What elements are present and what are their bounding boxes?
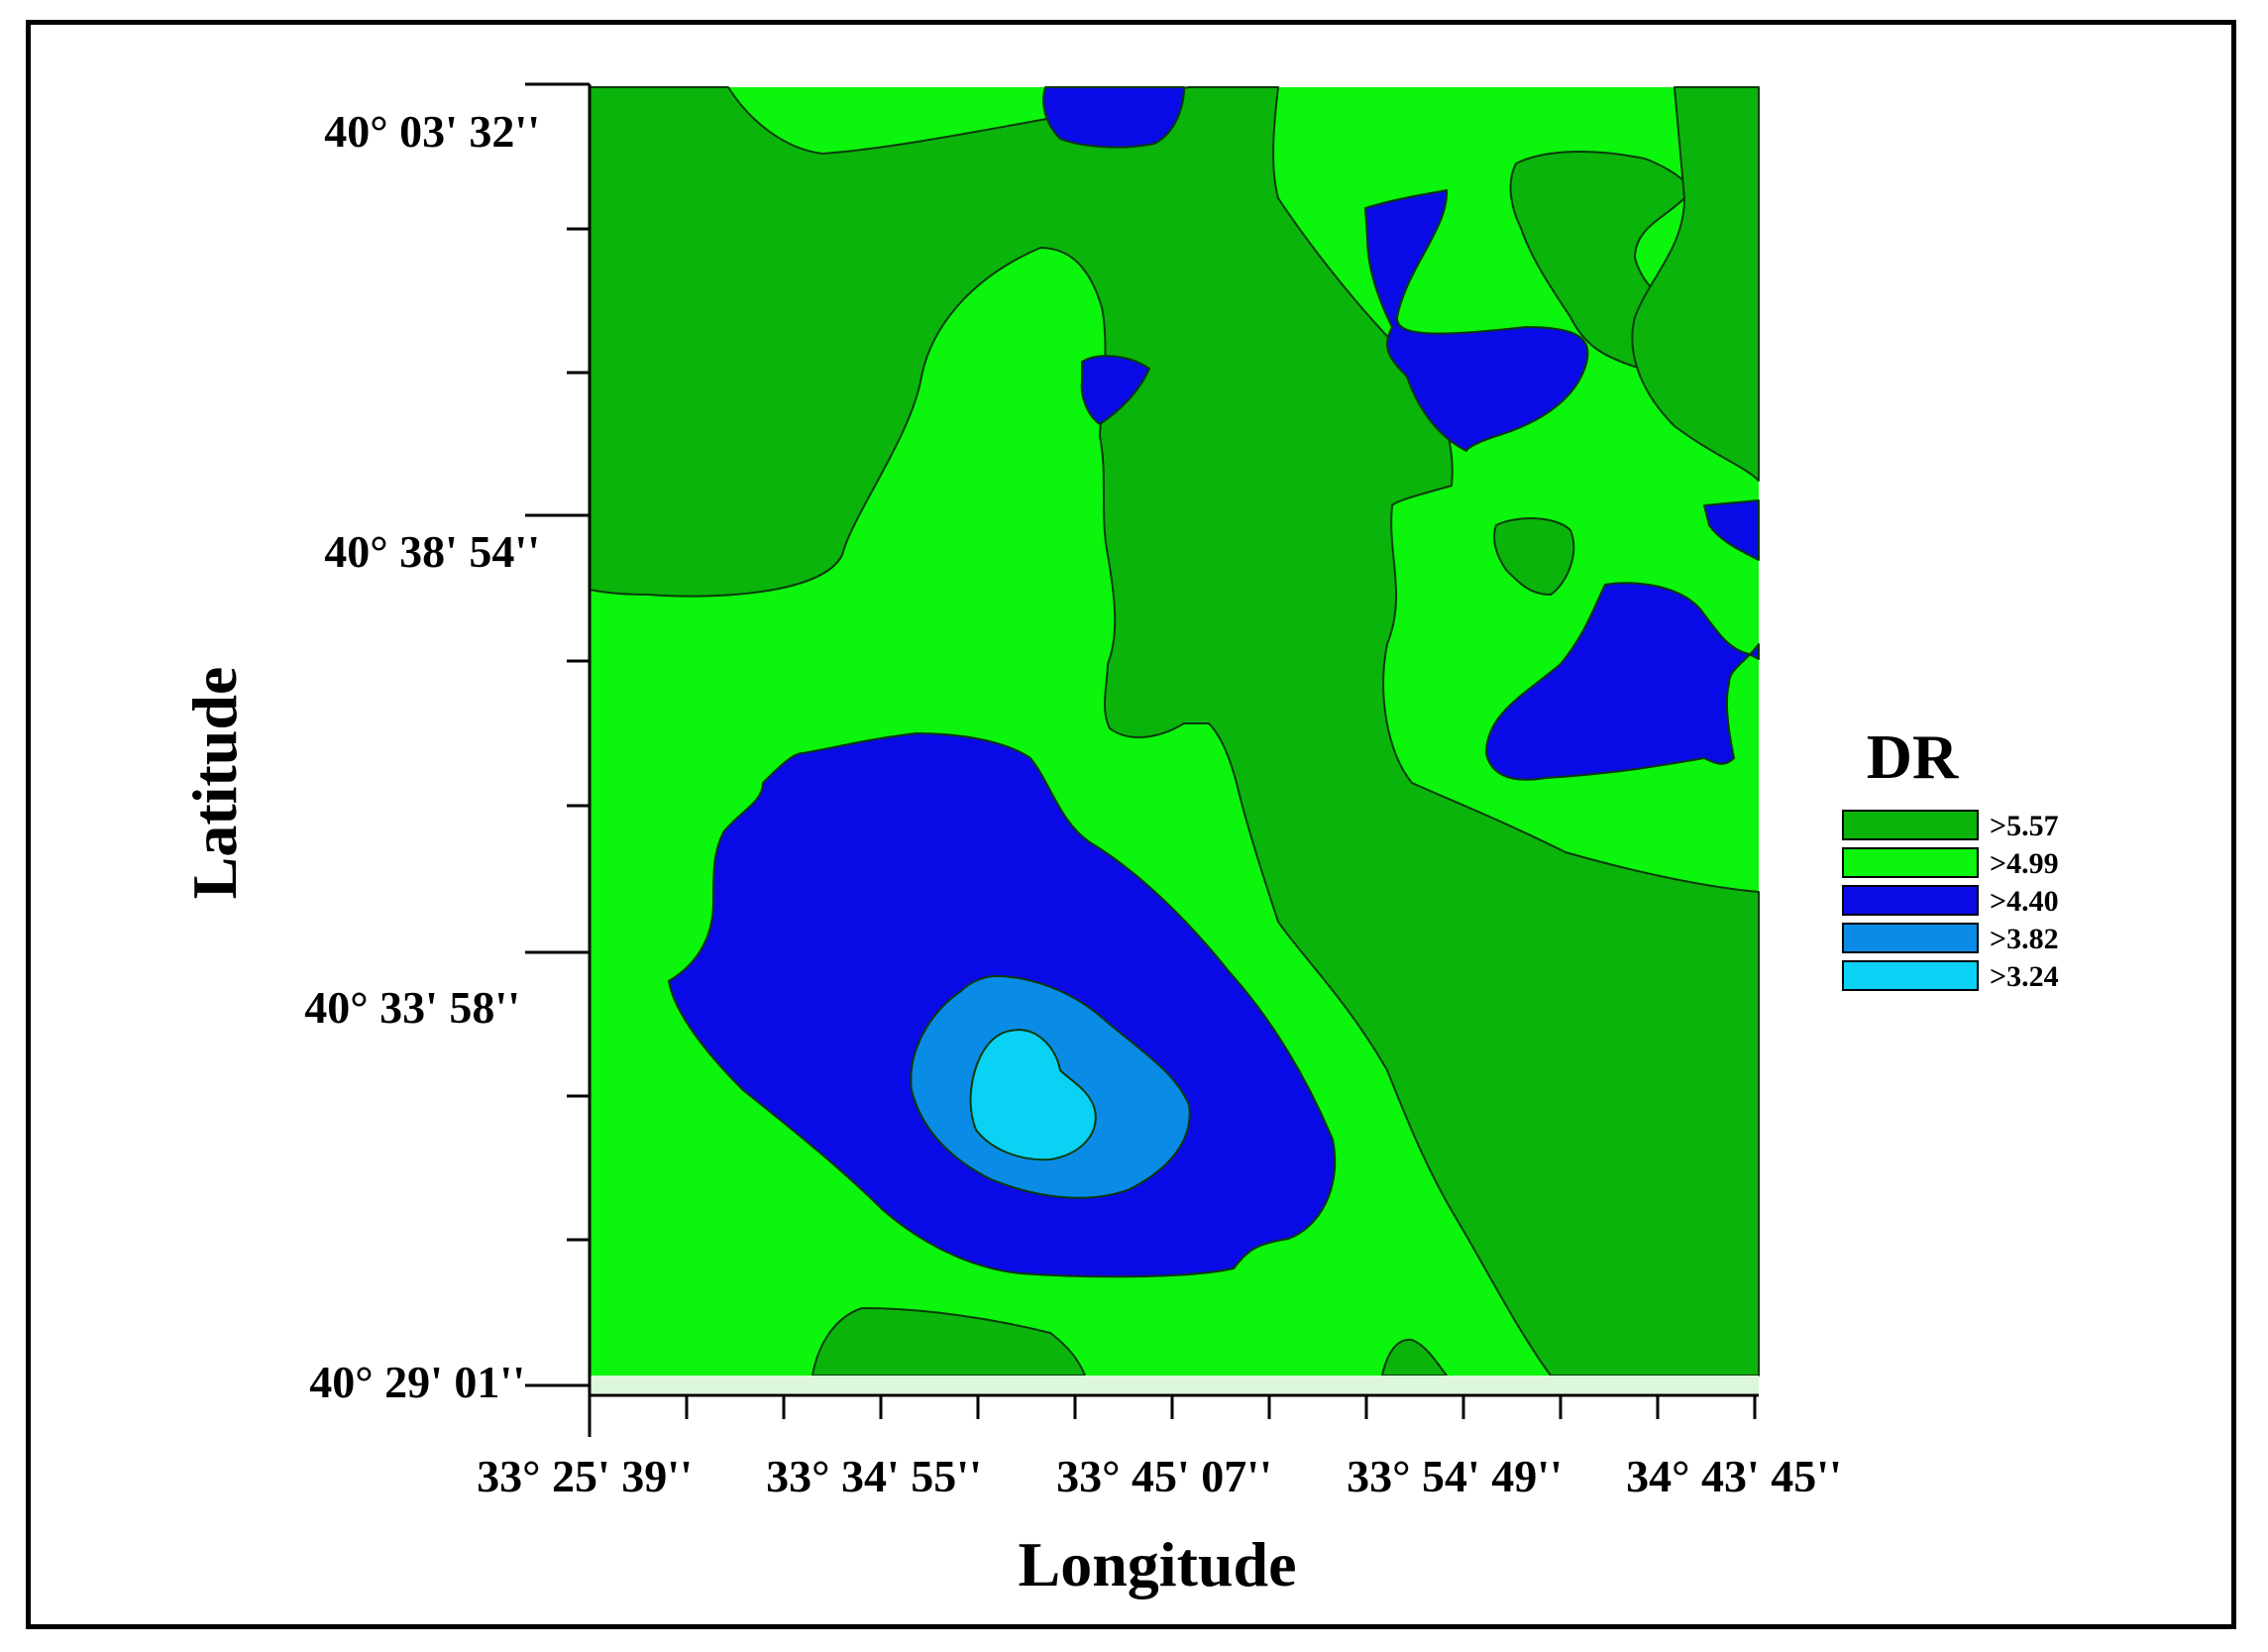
contour-plot [589, 86, 1760, 1393]
region-5-57-south-small [1381, 1338, 1448, 1377]
region-3-24 [969, 1029, 1097, 1161]
plot-bottom-strip [590, 1376, 1759, 1393]
region-4-40-northeast [1364, 189, 1589, 452]
legend-title: DR [1867, 721, 1959, 792]
legend-label: >4.40 [1990, 885, 2059, 918]
x-tick-label: 33° 25' 39'' [477, 1451, 693, 1501]
y-axis-title: Latitude [179, 667, 250, 900]
legend-label: >5.57 [1990, 810, 2059, 842]
figure-frame [26, 20, 2236, 1629]
legend-items: >5.57 >4.99 >4.40 >3.82 >3.24 [1842, 810, 2059, 993]
legend-label: >3.82 [1990, 923, 2059, 955]
legend-swatch [1842, 960, 1979, 991]
region-5-57-northwest [589, 86, 1760, 1377]
region-4-40-east-edge [1703, 499, 1760, 561]
legend-swatch [1842, 923, 1979, 953]
y-tick-label: 40° 33' 58'' [304, 982, 520, 1033]
x-axis-title: Longitude [1019, 1529, 1297, 1599]
region-4-40-north [1042, 86, 1185, 149]
region-4-40-east [1485, 582, 1760, 781]
region-5-57-south [811, 1307, 1086, 1377]
legend-swatch [1842, 885, 1979, 916]
legend-swatch [1842, 847, 1979, 878]
region-4-40-small-north [1080, 355, 1150, 425]
y-tick-label: 40° 03' 32'' [324, 106, 540, 157]
legend: DR >5.57 >4.99 >4.40 >3.82 >3.24 [1842, 721, 2059, 993]
x-tick-label: 33° 54' 49'' [1347, 1451, 1563, 1501]
legend-label: >3.24 [1990, 960, 2059, 993]
y-tick-label: 40° 38' 54'' [324, 526, 540, 577]
y-tick-label: 40° 29' 01'' [309, 1357, 525, 1407]
region-5-57-northeast-corner [1631, 86, 1760, 482]
axes [525, 82, 1759, 1437]
x-tick-label: 33° 34' 55'' [766, 1451, 982, 1501]
x-tick-label: 33° 45' 07'' [1056, 1451, 1272, 1501]
x-tick-label: 34° 43' 45'' [1626, 1451, 1842, 1501]
legend-swatch [1842, 810, 1979, 840]
region-5-57-island [1493, 517, 1575, 596]
legend-label: >4.99 [1990, 847, 2059, 880]
